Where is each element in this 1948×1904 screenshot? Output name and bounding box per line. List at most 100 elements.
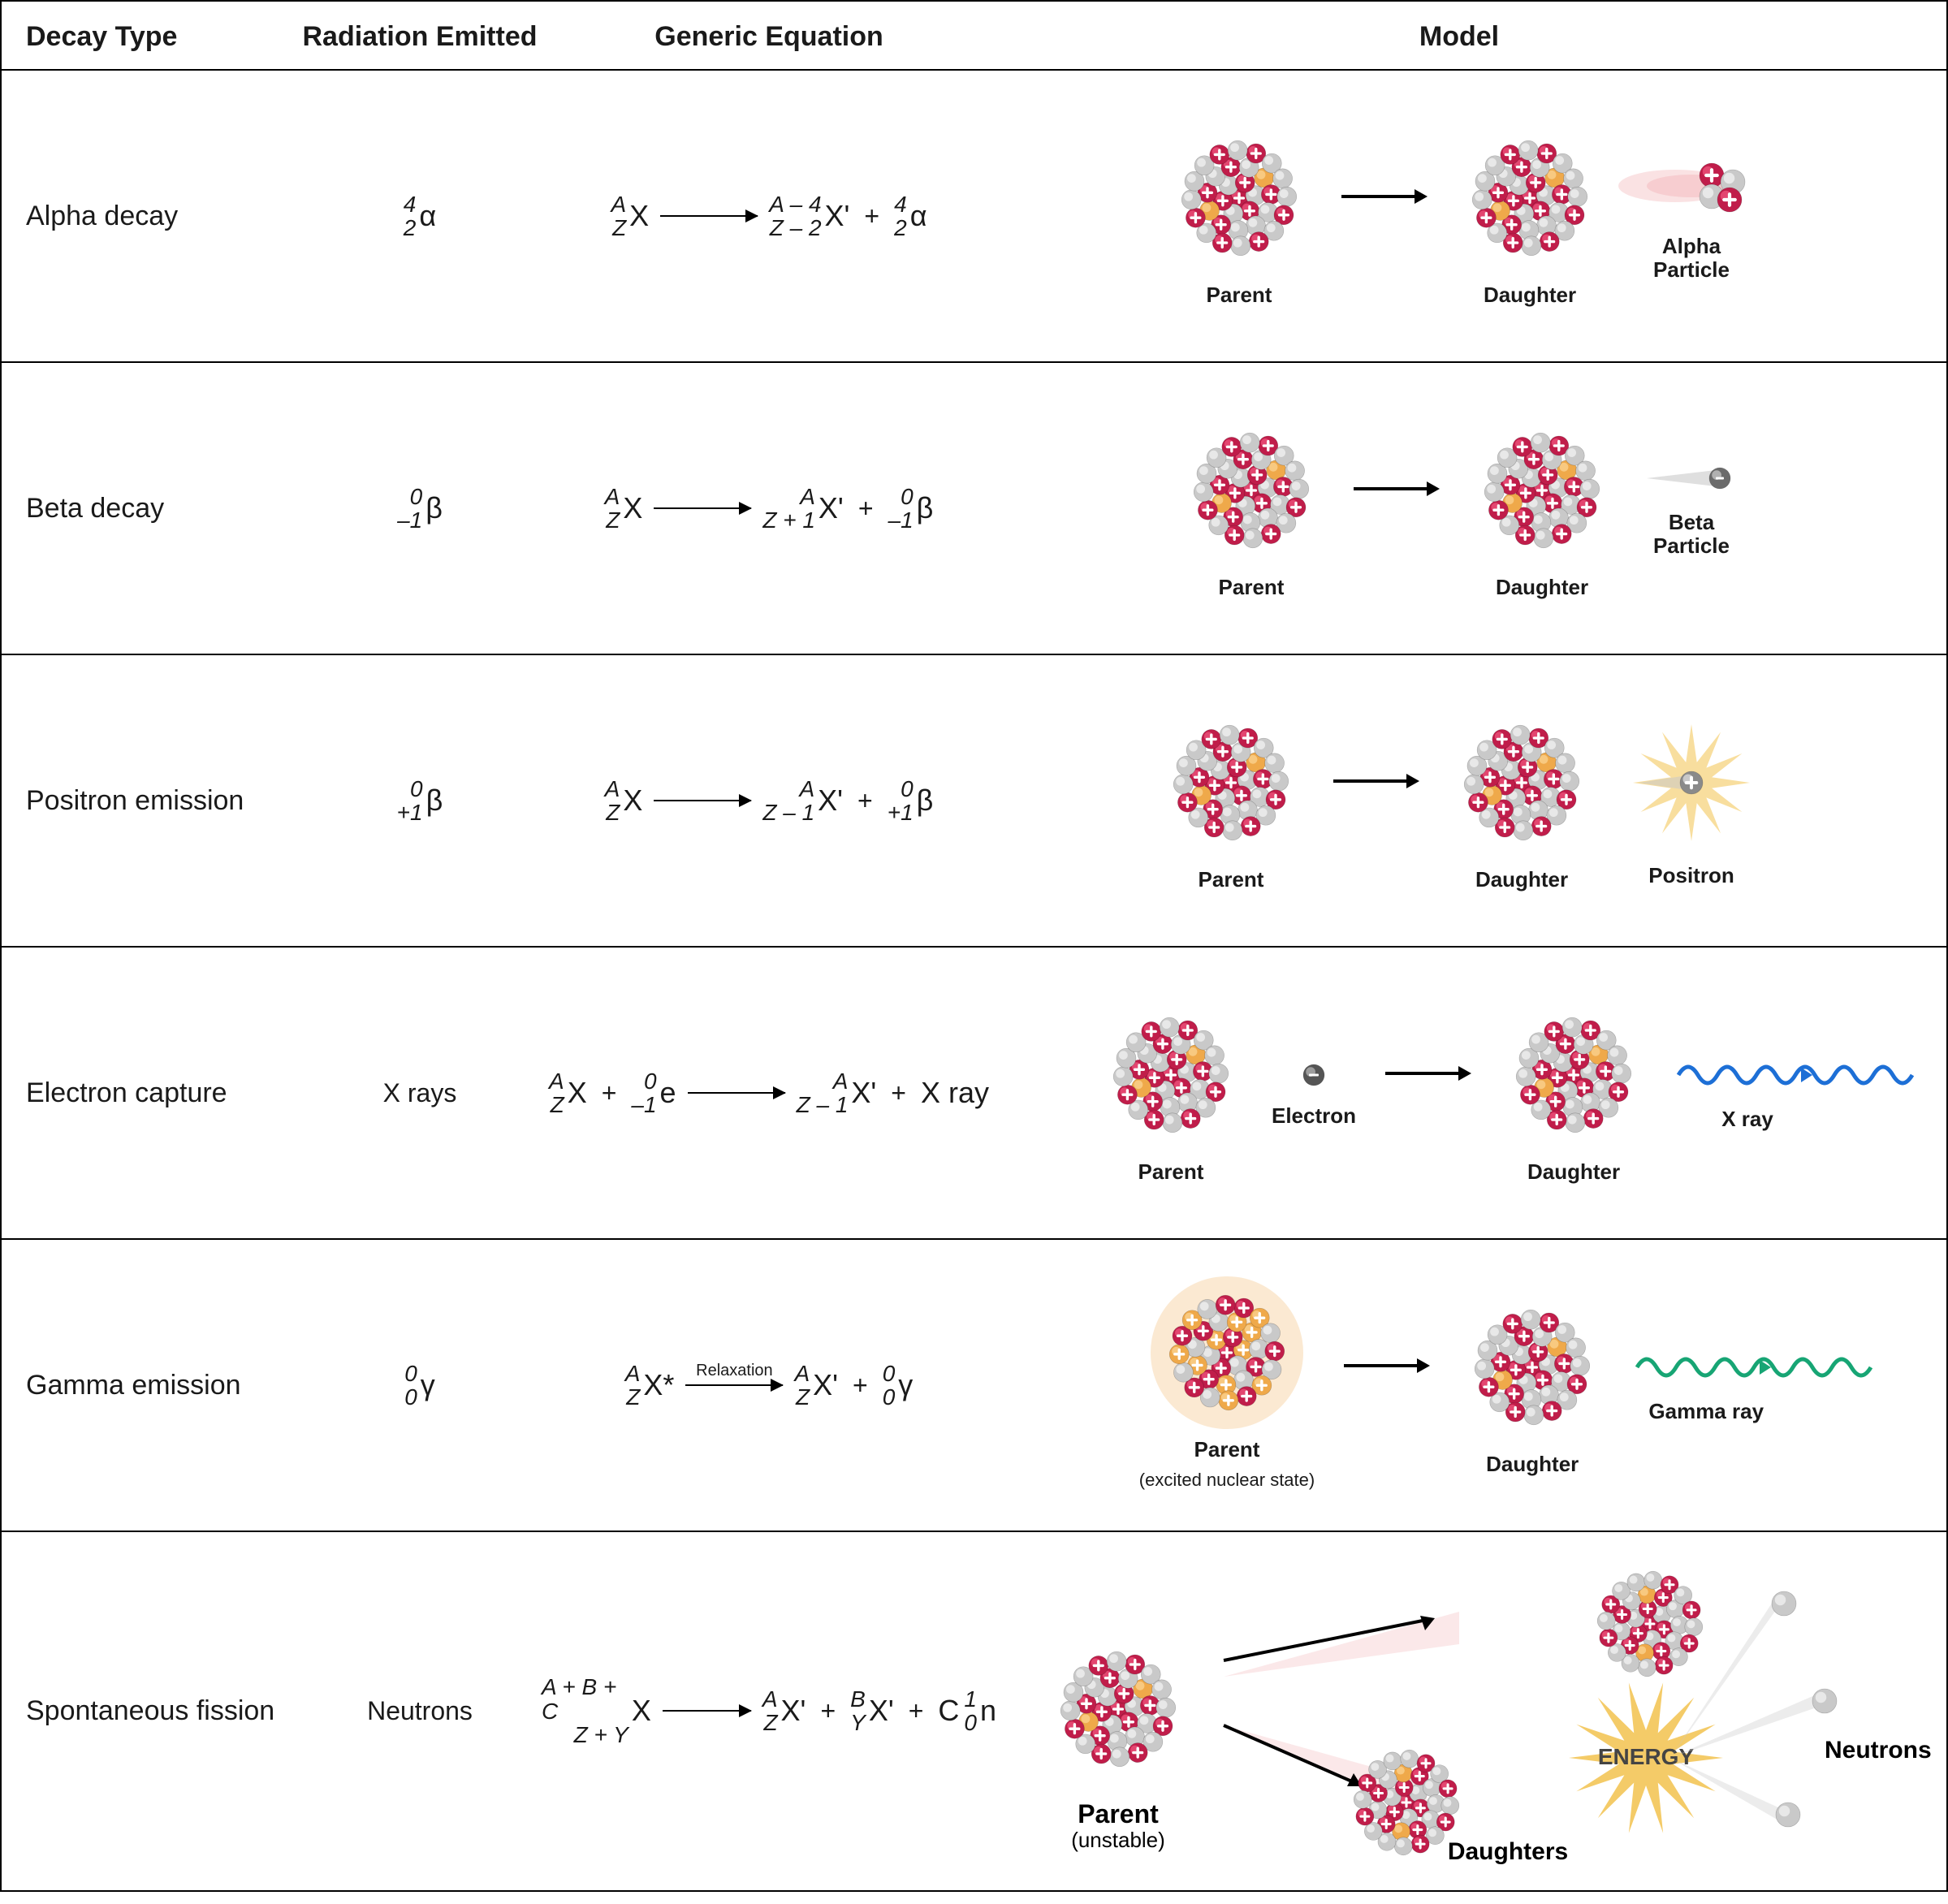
decay-row: Gamma emission00γAZX*RelaxationAZX'+00γP…: [2, 1240, 1946, 1532]
decay-row: Electron captureX raysAZX+0–1eAZ – 1X'+X…: [2, 948, 1946, 1240]
model-label: Daughter: [1475, 868, 1568, 892]
generic-equation: A + B + CZ + YXAZX'+BYX'+C10n: [542, 1675, 996, 1746]
decay-name: Positron emission: [26, 785, 298, 817]
nuclear-notation: 0+1β: [397, 777, 443, 825]
model-label: Parent: [1138, 1160, 1204, 1185]
header-row: Decay TypeRadiation EmittedGeneric Equat…: [2, 2, 1946, 71]
nuclear-notation: 0+1β: [888, 777, 934, 825]
model-label: Daughter: [1527, 1160, 1620, 1185]
model-label: AlphaParticle: [1653, 235, 1730, 283]
decay-name: Alpha decay: [26, 201, 298, 232]
svg-text:Neutrons: Neutrons: [1825, 1737, 1932, 1764]
model-label: Gamma ray: [1648, 1400, 1764, 1424]
nuclear-notation: 42α: [894, 192, 926, 240]
model-nucleus-large: Parent: [1098, 1002, 1244, 1185]
generic-equation: AZX*RelaxationAZX'+00γ: [542, 1362, 996, 1410]
model-nucleus-large: Daughter: [1469, 417, 1615, 600]
model-positron: Positron: [1622, 714, 1760, 888]
model-nucleus-large: Parent: [1166, 125, 1312, 308]
model-diagram: Parent Daughter AlphaParticle: [996, 125, 1922, 308]
model-sublabel: (excited nuclear state): [1139, 1470, 1315, 1491]
model-label: Electron: [1272, 1104, 1356, 1129]
model-alpha-particle: AlphaParticle: [1631, 149, 1752, 283]
reaction-arrow: [660, 215, 758, 217]
model-diagram: Parent Daughter BetaParticle: [996, 417, 1922, 600]
nuclear-notation: 00γ: [404, 1362, 435, 1410]
radiation-emitted: 0+1β: [298, 777, 542, 825]
nuclear-notation: A – 4Z – 2X': [769, 192, 849, 240]
model-nucleus-large: Parent: [1158, 710, 1304, 892]
nuclear-notation: AZX: [605, 777, 643, 825]
decay-name: Gamma emission: [26, 1370, 298, 1401]
nuclear-notation: 0–1e: [631, 1069, 676, 1117]
reaction-arrow: [688, 1092, 785, 1094]
nuclear-notation: AZX': [794, 1362, 838, 1410]
model-diagram: Parent (excited nuclear state) Daughter Gam…: [996, 1280, 1922, 1492]
reaction-arrow: Relaxation: [685, 1384, 783, 1386]
nuclear-notation: 0–1β: [397, 485, 443, 533]
model-nucleus-large: Daughter: [1449, 710, 1595, 892]
header-equation: Generic Equation: [542, 21, 996, 53]
svg-text:Parent: Parent: [1078, 1799, 1159, 1828]
radiation-emitted: Neutrons: [298, 1696, 542, 1726]
reaction-arrow: [654, 800, 751, 801]
radiation-emitted: 00γ: [298, 1362, 542, 1410]
model-arrow: [1332, 771, 1421, 829]
reaction-arrow: [654, 507, 751, 509]
nuclear-notation: AZX: [605, 485, 643, 533]
nuclear-notation: 42α: [404, 192, 436, 240]
radiation-emitted: 0–1β: [298, 485, 542, 533]
model-gamma-wave: Gamma ray: [1633, 1347, 1779, 1424]
decay-row: Spontaneous fissionNeutronsA + B + CZ + …: [2, 1532, 1946, 1890]
nuclear-notation: C10n: [938, 1687, 996, 1735]
svg-text:(unstable): (unstable): [1071, 1828, 1165, 1852]
model-label: Daughter: [1496, 576, 1588, 600]
model-nucleus-large: Daughter: [1501, 1002, 1647, 1185]
model-xray-wave: X ray: [1674, 1055, 1821, 1132]
model-beta-particle: BetaParticle: [1643, 458, 1740, 559]
model-diagram: Parent Electron Daughter X ray: [996, 1002, 1922, 1185]
model-diagram: Parent Daughter Positron: [996, 710, 1922, 892]
model-label: Parent: [1199, 868, 1264, 892]
radiation-emitted: X rays: [298, 1078, 542, 1108]
header-type: Decay Type: [26, 21, 298, 53]
nuclear-notation: AZX: [611, 192, 649, 240]
model-arrow: [1340, 187, 1429, 244]
nuclear-notation: BYX': [850, 1687, 894, 1735]
model-arrow: [1352, 479, 1441, 537]
decay-name: Electron capture: [26, 1077, 298, 1109]
header-radiation: Radiation Emitted: [298, 21, 542, 53]
nuclear-notation: X ray: [921, 1078, 989, 1107]
model-label: Parent: [1207, 283, 1272, 308]
model-nucleus-excited: Parent (excited nuclear state): [1139, 1280, 1315, 1492]
model-label: Positron: [1648, 864, 1734, 888]
generic-equation: AZXA – 4Z – 2X'+42α: [542, 192, 996, 240]
model-nucleus-large: Daughter: [1457, 125, 1603, 308]
nuclear-notation: AZX*: [625, 1362, 675, 1410]
model-arrow: [1342, 1356, 1432, 1414]
model-label: Parent: [1219, 576, 1285, 600]
model-label: Daughter: [1484, 283, 1576, 308]
model-label: Parent: [1194, 1438, 1260, 1462]
radiation-emitted: 42α: [298, 192, 542, 240]
svg-text:Daughters: Daughters: [1448, 1838, 1568, 1865]
header-model: Model: [996, 21, 1922, 53]
nuclear-notation: 0–1β: [888, 485, 934, 533]
nuclear-notation: AZ – 1X': [797, 1069, 877, 1117]
nuclear-notation: 00γ: [883, 1362, 914, 1410]
generic-equation: AZXAZ + 1X'+0–1β: [542, 485, 996, 533]
model-nucleus-large: Parent: [1178, 417, 1324, 600]
decay-row: Positron emission0+1βAZXAZ – 1X'+0+1βPar…: [2, 655, 1946, 948]
svg-text:ENERGY: ENERGY: [1598, 1744, 1695, 1769]
model-label: Daughter: [1486, 1453, 1579, 1477]
nuclear-notation: AZ + 1X': [762, 485, 843, 533]
generic-equation: AZXAZ – 1X'+0+1β: [542, 777, 996, 825]
model-diagram: ENERGYParent(unstable)DaughtersNeutrons: [996, 1555, 1922, 1867]
model-nucleus-large: Daughter: [1459, 1294, 1605, 1477]
nuclear-notation: AZX': [762, 1687, 806, 1735]
model-electron: Electron: [1272, 1058, 1356, 1129]
nuclear-notation: AZX: [549, 1069, 587, 1117]
model-arrow: [1384, 1064, 1473, 1121]
decay-row: Alpha decay42αAZXA – 4Z – 2X'+42αParentD…: [2, 71, 1946, 363]
model-label: X ray: [1721, 1107, 1773, 1132]
